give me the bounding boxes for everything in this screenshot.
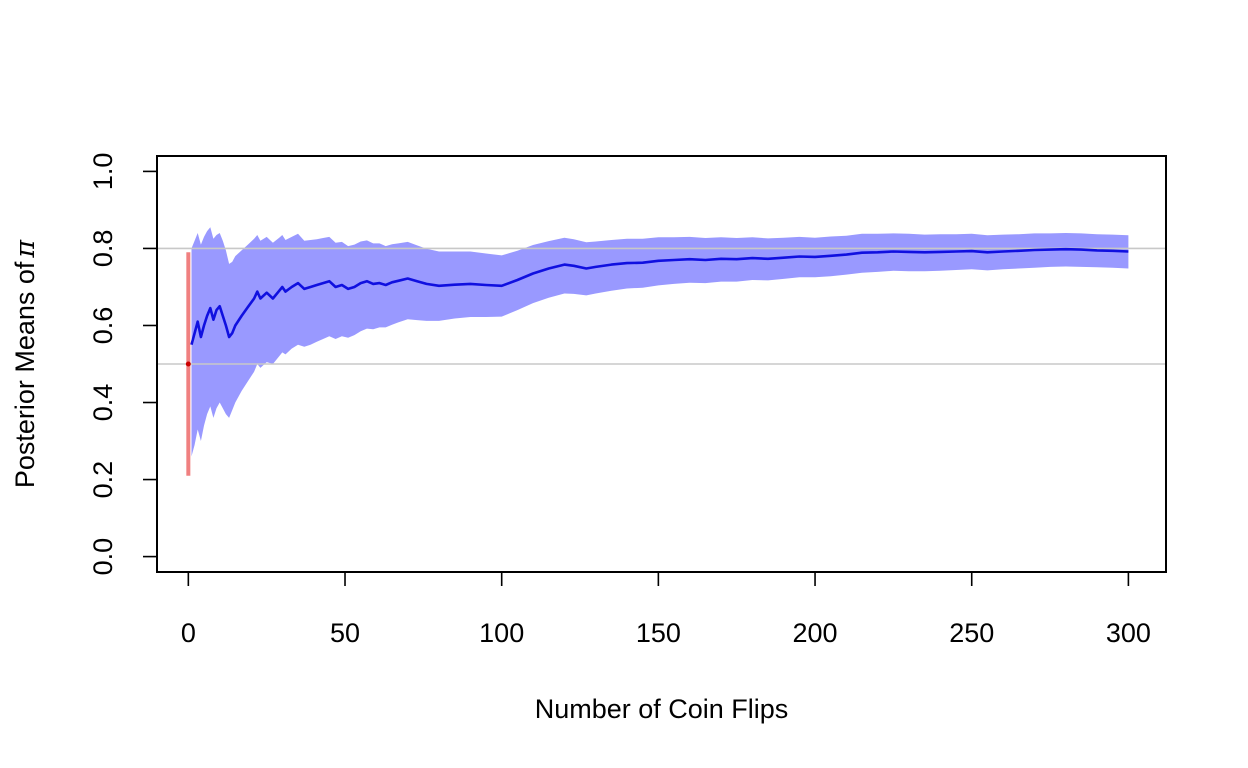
posterior-mean-line (190, 247, 1129, 346)
y-tick-label: 0.0 (88, 538, 118, 576)
prior-mean-point (185, 361, 191, 367)
y-tick-label: 0.6 (88, 307, 118, 345)
x-axis: 0 50 100 150 200 250 300 (181, 571, 1151, 648)
x-tick-label: 0 (181, 618, 196, 648)
y-tick-label: 0.2 (88, 461, 118, 499)
y-tick-label: 1.0 (88, 153, 118, 191)
y-axis-title: Posterior Means ofπ (10, 239, 41, 489)
reference-lines-layer (157, 247, 1166, 365)
y-tick-label: 0.4 (88, 384, 118, 422)
x-tick-label: 150 (636, 618, 681, 648)
x-tick-label: 200 (793, 618, 838, 648)
x-tick-label: 250 (949, 618, 994, 648)
x-axis-title: Number of Coin Flips (535, 694, 789, 724)
y-axis-title-symbol: π (10, 239, 41, 259)
y-axis: 0.0 0.2 0.4 0.6 0.8 1.0 (88, 153, 158, 576)
x-tick-label: 50 (330, 618, 360, 648)
x-tick-label: 300 (1106, 618, 1151, 648)
y-tick-label: 0.8 (88, 230, 118, 268)
y-axis-title-text: Posterior Means of (10, 261, 40, 488)
prior-layer (185, 252, 191, 476)
x-tick-label: 100 (479, 618, 524, 648)
mean-line-layer (190, 247, 1129, 346)
